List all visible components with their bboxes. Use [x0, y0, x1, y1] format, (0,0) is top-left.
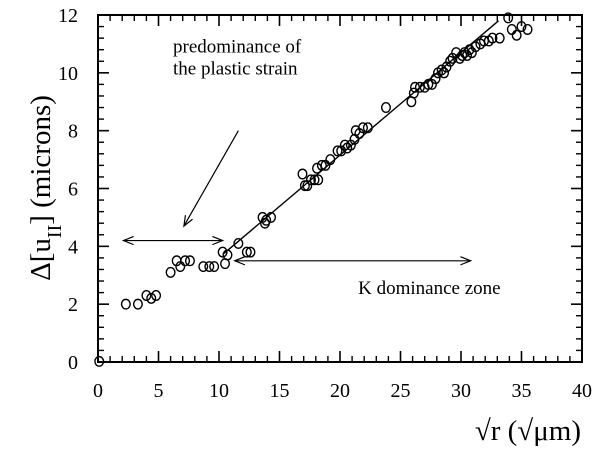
- data-point: [120, 298, 131, 310]
- data-point: [464, 44, 475, 56]
- data-point: [151, 289, 162, 301]
- fit-line: [223, 20, 499, 255]
- data-point: [332, 145, 343, 157]
- data-point: [245, 246, 256, 258]
- data-point: [184, 255, 195, 267]
- x-tick-label: 30: [451, 380, 471, 402]
- data-point: [380, 102, 391, 114]
- data-point: [220, 258, 231, 270]
- data-point: [362, 122, 373, 134]
- data-point: [241, 246, 252, 258]
- y-tick-label: 0: [68, 352, 78, 374]
- data-point: [439, 67, 450, 79]
- data-point: [266, 211, 277, 223]
- data-point: [487, 32, 498, 44]
- data-point: [410, 81, 421, 93]
- data-point: [209, 261, 220, 273]
- x-tick-label: 40: [572, 380, 592, 402]
- data-point: [309, 174, 320, 186]
- arrow-head: [212, 235, 225, 246]
- data-point: [436, 64, 447, 76]
- y-tick-label: 4: [68, 236, 78, 258]
- arrow-head: [460, 256, 473, 266]
- data-point: [141, 289, 152, 301]
- y-tick-label: 6: [68, 179, 78, 201]
- data-point: [494, 32, 505, 44]
- x-tick-label: 25: [391, 380, 411, 402]
- annotation-text: predominance of: [173, 37, 302, 58]
- data-point: [470, 41, 481, 53]
- data-point: [506, 23, 517, 35]
- data-point: [357, 122, 368, 134]
- plot-frame: [97, 14, 583, 363]
- tick-layer: 0 5 10 15 20 25 30 35 40 0 2 4 6 8 10 12: [58, 5, 592, 402]
- data-point: [430, 73, 441, 85]
- arrow-head: [183, 215, 193, 228]
- data-point: [462, 49, 473, 61]
- data-point: [297, 168, 308, 180]
- annotation-text: the plastic strain: [173, 58, 298, 79]
- data-point: [204, 261, 215, 273]
- y-tick-label: 12: [58, 5, 78, 27]
- x-tick-label: 5: [154, 380, 164, 402]
- y-axis-title: Δ[uII] (microns): [25, 95, 66, 281]
- data-point: [503, 12, 514, 24]
- data-point: [146, 292, 157, 304]
- x-tick-label: 35: [512, 380, 532, 402]
- data-point: [305, 174, 316, 186]
- annotation-arrow-layer: [121, 130, 473, 266]
- data-point: [259, 217, 270, 229]
- data-point: [217, 246, 228, 258]
- x-tick-label: 15: [270, 380, 290, 402]
- y-tick-label: 8: [68, 121, 78, 143]
- data-point: [325, 154, 336, 166]
- data-point: [313, 174, 324, 186]
- data-point: [423, 78, 434, 90]
- x-tick-label: 10: [209, 380, 229, 402]
- arrow-head: [121, 235, 134, 246]
- axis-title-layer: √r (√μm) Δ[uII] (microns): [25, 95, 581, 447]
- y-tick-label: 2: [68, 294, 78, 316]
- data-point: [459, 47, 470, 59]
- x-axis-title: √r (√μm): [475, 415, 581, 447]
- data-point: [457, 49, 468, 61]
- data-point: [511, 29, 522, 41]
- data-point: [165, 266, 176, 278]
- marker-layer: [94, 12, 533, 367]
- data-point: [522, 23, 533, 35]
- annotation-arrow-line: [183, 130, 239, 227]
- data-point: [180, 255, 191, 267]
- data-point: [445, 55, 456, 67]
- arrow-head: [233, 256, 246, 266]
- data-point: [198, 261, 209, 273]
- data-point: [316, 159, 327, 171]
- data-point: [339, 139, 350, 151]
- x-tick-label: 0: [93, 380, 103, 402]
- annotation-text: K dominance zone: [358, 278, 500, 299]
- data-point: [233, 237, 244, 249]
- fit-line-layer: [223, 20, 499, 255]
- y-tick-label: 10: [58, 63, 78, 85]
- x-tick-label: 20: [330, 380, 350, 402]
- data-point: [132, 298, 143, 310]
- data-point: [408, 87, 419, 99]
